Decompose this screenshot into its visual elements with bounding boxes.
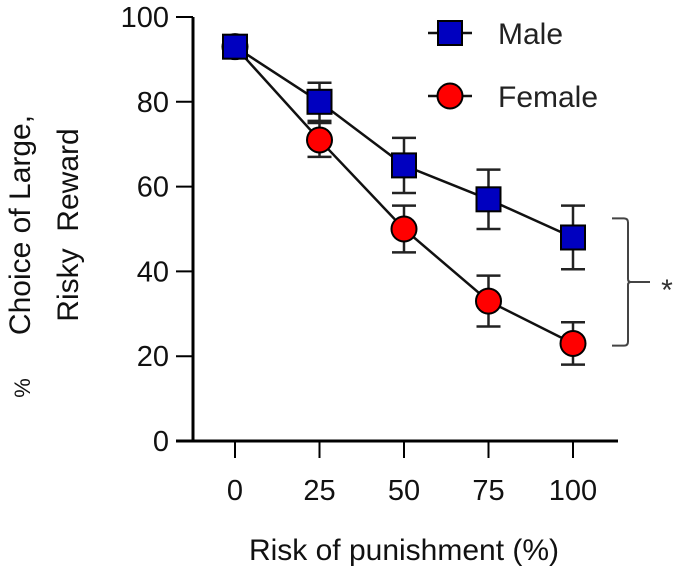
y-tick-label: 0 — [153, 426, 169, 458]
x-tick-label: 100 — [549, 475, 597, 507]
axes — [176, 17, 618, 443]
bracket-line — [612, 217, 650, 347]
female-data-point — [475, 287, 502, 315]
legend-item-female: Female — [428, 81, 598, 114]
female-data-point — [306, 126, 333, 154]
legend: Male Female — [428, 18, 598, 114]
y-axis-title: % Choice of Large, Risky Reward — [4, 115, 85, 398]
x-tick-label: 25 — [303, 475, 335, 507]
legend-marker-male — [437, 20, 463, 46]
legend-marker-female — [436, 82, 464, 110]
male-data-point — [475, 186, 502, 213]
male-data-point — [560, 224, 586, 251]
significance-bracket: * — [612, 217, 673, 347]
x-tick-label: 50 — [388, 475, 420, 507]
x-tick-label: 0 — [227, 475, 243, 507]
legend-label-female: Female — [498, 81, 598, 114]
female-data-point — [559, 329, 587, 357]
female-data-point — [390, 215, 418, 243]
legend-item-male: Male — [428, 18, 563, 51]
y-tick-label: 80 — [137, 87, 169, 119]
y-tick-label: 20 — [137, 341, 169, 373]
y-tick-label: 100 — [121, 2, 169, 34]
x-tick-label: 75 — [472, 475, 504, 507]
y-tick-label: 40 — [137, 256, 169, 288]
x-ticks: 0 25 50 75 100 — [227, 441, 597, 507]
data-markers — [221, 33, 587, 357]
y-axis-title-line2: Risky Reward — [52, 128, 85, 321]
legend-label-male: Male — [498, 18, 563, 51]
male-data-point — [306, 88, 333, 115]
y-axis-title-line1: Choice of Large, — [4, 115, 37, 335]
y-axis-title-percent: % — [10, 378, 35, 398]
y-ticks: 0 20 40 60 80 100 — [121, 2, 193, 458]
x-axis-title: Risk of punishment (%) — [249, 534, 559, 567]
y-tick-label: 60 — [137, 172, 169, 204]
male-data-point — [391, 152, 417, 179]
male-data-point — [222, 33, 248, 60]
significance-asterisk: * — [661, 274, 673, 307]
